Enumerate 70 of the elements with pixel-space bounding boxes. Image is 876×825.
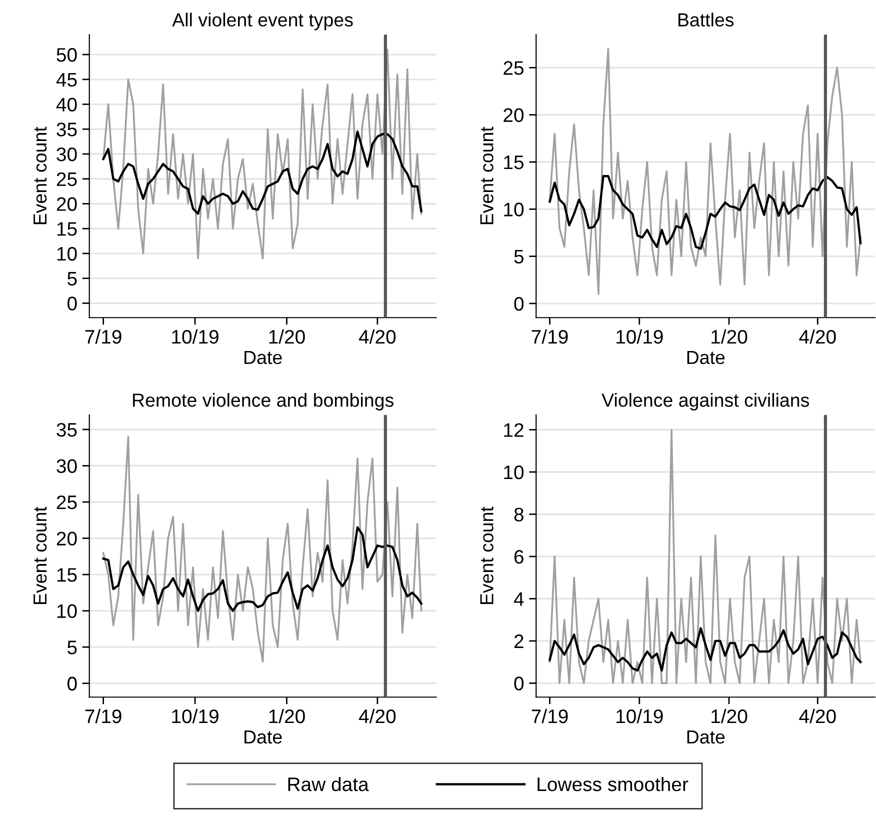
- y-tick-label: 10: [57, 246, 77, 261]
- y-tick-label: 25: [56, 495, 77, 510]
- y-tick-label: 15: [504, 156, 524, 170]
- x-axis-title: Date: [687, 351, 725, 364]
- y-tick-label: 35: [56, 422, 77, 437]
- y-tick-label: 5: [514, 250, 524, 264]
- x-tick-label: 4/20: [799, 329, 836, 344]
- line-series: [548, 175, 862, 250]
- line-series: [548, 428, 862, 684]
- y-tick-label: 10: [504, 202, 524, 216]
- y-tick-label: 10: [57, 604, 77, 618]
- y-tick-label: 25: [504, 61, 524, 75]
- legend-label: Lowess smoother: [538, 776, 688, 792]
- y-tick-label: 0: [514, 676, 524, 690]
- y-tick-label: 45: [56, 73, 77, 87]
- x-tick-label: 1/20: [712, 708, 748, 724]
- x-tick-label: 1/20: [712, 329, 748, 344]
- y-axis-title: Event count: [34, 126, 47, 224]
- y-tick-label: 0: [67, 296, 77, 310]
- y-tick-label: 4: [514, 592, 524, 606]
- line-series: [102, 526, 422, 612]
- x-axis-title: Date: [244, 351, 282, 364]
- x-tick-label: 10/19: [172, 329, 218, 344]
- y-tick-label: 15: [57, 568, 77, 582]
- y-tick-label: 35: [56, 122, 77, 136]
- y-tick-label: 25: [56, 172, 77, 186]
- y-tick-label: 0: [514, 296, 524, 311]
- y-tick-label: 30: [56, 147, 77, 162]
- chart-title: Violence against civilians: [602, 393, 810, 411]
- y-tick-label: 50: [56, 48, 77, 62]
- x-tick-label: 10/19: [172, 708, 218, 724]
- x-tick-label: 7/19: [85, 708, 122, 724]
- y-tick-label: 20: [56, 532, 77, 546]
- line-series: [102, 48, 422, 260]
- y-tick-label: 12: [504, 423, 524, 437]
- y-tick-label: 10: [504, 465, 524, 480]
- y-axis-title: Event count: [480, 506, 494, 604]
- x-tick-label: 4/20: [358, 708, 396, 724]
- y-tick-label: 20: [56, 197, 77, 211]
- y-tick-label: 2: [514, 634, 524, 648]
- y-tick-label: 5: [68, 272, 77, 286]
- x-tick-label: 7/19: [532, 329, 568, 344]
- chart-title: Battles: [678, 12, 734, 26]
- x-tick-label: 10/19: [616, 329, 663, 344]
- y-tick-label: 20: [504, 108, 524, 122]
- x-tick-label: 1/20: [269, 329, 305, 344]
- x-axis-title: Date: [687, 730, 725, 744]
- y-tick-label: 8: [514, 508, 524, 522]
- x-tick-label: 4/20: [358, 329, 396, 344]
- chart-title: Remote violence and bombings: [133, 393, 394, 411]
- line-series: [548, 627, 862, 672]
- y-axis-title: Event count: [34, 506, 47, 604]
- x-tick-label: 7/19: [85, 329, 122, 344]
- y-tick-label: 40: [56, 98, 77, 112]
- y-tick-label: 5: [68, 640, 77, 654]
- line-series: [548, 48, 862, 295]
- x-tick-label: 1/20: [269, 708, 305, 724]
- line-series: [102, 130, 422, 215]
- legend-label: Raw data: [288, 776, 369, 792]
- line-series: [102, 436, 422, 662]
- y-tick-label: 15: [57, 222, 77, 236]
- x-tick-label: 10/19: [616, 708, 663, 724]
- y-tick-label: 30: [56, 459, 77, 473]
- x-tick-label: 4/20: [799, 708, 836, 724]
- y-axis-title: Event count: [480, 126, 494, 224]
- chart-title: All violent event types: [172, 12, 353, 30]
- y-tick-label: 0: [67, 676, 77, 691]
- x-axis-title: Date: [244, 730, 282, 744]
- x-tick-label: 7/19: [532, 708, 568, 724]
- y-tick-label: 6: [514, 550, 524, 564]
